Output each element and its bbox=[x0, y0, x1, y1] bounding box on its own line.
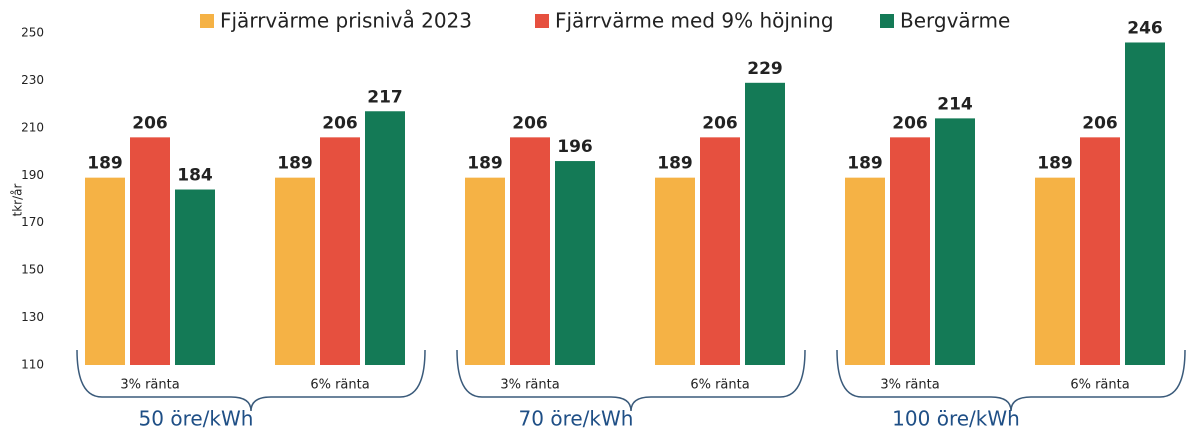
bar bbox=[175, 189, 215, 365]
bar bbox=[845, 177, 885, 365]
bar bbox=[510, 137, 550, 365]
value-label: 189 bbox=[277, 154, 313, 174]
y-tick-label: 190 bbox=[21, 168, 44, 182]
value-label: 206 bbox=[1082, 113, 1118, 133]
value-label: 189 bbox=[467, 154, 503, 174]
group-label: 50 öre/kWh bbox=[139, 407, 254, 431]
group-brace bbox=[456, 349, 806, 412]
bar bbox=[655, 177, 695, 365]
value-label: 196 bbox=[557, 137, 593, 157]
value-label: 246 bbox=[1127, 18, 1163, 38]
y-tick-label: 210 bbox=[21, 120, 44, 134]
value-label: 189 bbox=[657, 154, 693, 174]
y-axis-label: tkr/år bbox=[11, 183, 25, 216]
value-label: 206 bbox=[512, 113, 548, 133]
y-tick-label: 250 bbox=[21, 26, 44, 40]
value-label: 214 bbox=[937, 94, 973, 114]
value-label: 206 bbox=[322, 113, 358, 133]
legend-label: Bergvärme bbox=[900, 9, 1010, 33]
bar bbox=[130, 137, 170, 365]
y-tick-label: 230 bbox=[21, 73, 44, 87]
x-tick-label: 6% ränta bbox=[310, 378, 369, 393]
value-label: 189 bbox=[87, 154, 123, 174]
legend-swatch bbox=[535, 14, 549, 28]
x-tick-label: 6% ränta bbox=[690, 378, 749, 393]
legend-label: Fjärrvärme prisnivå 2023 bbox=[220, 9, 472, 33]
value-label: 206 bbox=[702, 113, 738, 133]
value-label: 217 bbox=[367, 87, 403, 107]
value-label: 206 bbox=[132, 113, 168, 133]
bar bbox=[465, 177, 505, 365]
x-tick-label: 6% ränta bbox=[1070, 378, 1129, 393]
value-label: 189 bbox=[847, 154, 883, 174]
legend-label: Fjärrvärme med 9% höjning bbox=[555, 9, 834, 33]
bar bbox=[700, 137, 740, 365]
value-label: 184 bbox=[177, 166, 213, 186]
value-label: 229 bbox=[747, 59, 783, 79]
group-brace bbox=[76, 349, 426, 412]
bar bbox=[555, 161, 595, 365]
bar bbox=[935, 118, 975, 365]
x-tick-label: 3% ränta bbox=[120, 378, 179, 393]
y-tick-label: 150 bbox=[21, 263, 44, 277]
group-label: 70 öre/kWh bbox=[519, 407, 634, 431]
bar bbox=[320, 137, 360, 365]
x-tick-label: 3% ränta bbox=[500, 378, 559, 393]
group-label: 100 öre/kWh bbox=[892, 407, 1020, 431]
bar bbox=[1035, 177, 1075, 365]
y-tick-label: 130 bbox=[21, 310, 44, 324]
value-label: 206 bbox=[892, 113, 928, 133]
bar bbox=[1080, 137, 1120, 365]
bar bbox=[1125, 42, 1165, 365]
y-tick-label: 110 bbox=[21, 358, 44, 372]
bar bbox=[745, 82, 785, 366]
legend-swatch bbox=[880, 14, 894, 28]
bar bbox=[890, 137, 930, 365]
x-tick-label: 3% ränta bbox=[880, 378, 939, 393]
legend-swatch bbox=[200, 14, 214, 28]
bar bbox=[365, 111, 405, 365]
y-tick-label: 170 bbox=[21, 215, 44, 229]
bar bbox=[275, 177, 315, 365]
group-brace bbox=[836, 349, 1186, 412]
value-label: 189 bbox=[1037, 154, 1073, 174]
bar bbox=[85, 177, 125, 365]
